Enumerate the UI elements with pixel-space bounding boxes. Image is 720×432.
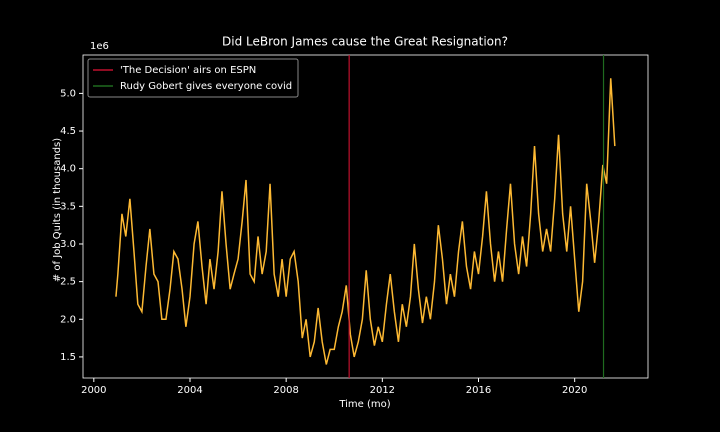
y-tick-label: 5.0 <box>60 88 76 99</box>
plot-frame <box>82 54 649 379</box>
y-axis-label: # of Job Quits (in thousands) <box>52 138 63 282</box>
chart-title: Did LeBron James cause the Great Resigna… <box>222 35 508 49</box>
y-tick-label: 3.0 <box>60 239 76 250</box>
x-tick-label: 2004 <box>177 385 202 396</box>
x-tick-label: 2020 <box>562 385 587 396</box>
legend-box <box>87 58 299 98</box>
y-tick-label: 2.5 <box>60 277 76 288</box>
x-tick-label: 2016 <box>466 385 491 396</box>
y-offset-label: 1e6 <box>90 41 109 52</box>
x-axis-label: Time (mo) <box>338 399 390 410</box>
y-tick-label: 4.5 <box>60 126 76 137</box>
y-tick-label: 3.5 <box>60 201 76 212</box>
x-tick-label: 2008 <box>273 385 298 396</box>
y-tick-label: 1.5 <box>60 352 76 363</box>
x-tick-label: 2000 <box>81 385 106 396</box>
legend-label: 'The Decision' airs on ESPN <box>120 65 256 76</box>
y-tick-label: 4.0 <box>60 164 76 175</box>
legend-label: Rudy Gobert gives everyone covid <box>120 81 292 92</box>
x-tick-label: 2012 <box>370 385 395 396</box>
data-line <box>115 78 616 365</box>
y-tick-label: 2.0 <box>60 314 76 325</box>
